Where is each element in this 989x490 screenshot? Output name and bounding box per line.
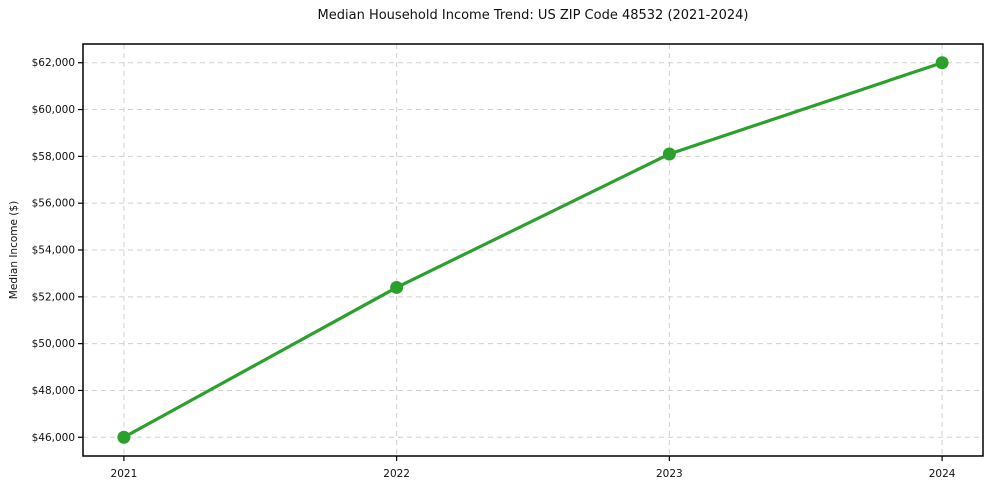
x-tick-label-2022: 2022 (383, 468, 410, 480)
data-point-2023 (662, 147, 676, 161)
y-tick-label-46000: $46,000 (32, 432, 75, 444)
y-tick-label-62000: $62,000 (32, 57, 75, 69)
y-tick-label-54000: $54,000 (32, 245, 75, 257)
y-tick-label-58000: $58,000 (32, 151, 75, 163)
trend-line (122, 61, 944, 439)
data-point-2022 (390, 280, 404, 294)
y-tick-label-60000: $60,000 (32, 104, 75, 116)
x-tick-label-2021: 2021 (111, 468, 138, 480)
y-tick-label-52000: $52,000 (32, 291, 75, 303)
data-point-2024 (935, 56, 949, 70)
y-tick-label-50000: $50,000 (32, 338, 75, 350)
chart-title: Median Household Income Trend: US ZIP Co… (317, 8, 749, 23)
x-tick-label-2023: 2023 (656, 468, 683, 480)
x-tick-label-2024: 2024 (929, 468, 956, 480)
data-point-2021 (117, 430, 131, 444)
y-tick-label-56000: $56,000 (32, 198, 75, 210)
y-tick-label-48000: $48,000 (32, 385, 75, 397)
